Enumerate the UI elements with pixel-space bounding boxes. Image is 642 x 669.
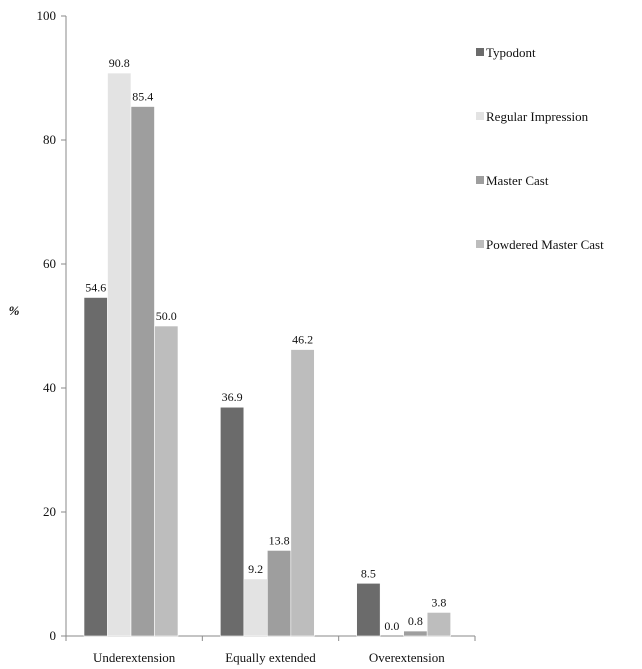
bar [220,406,245,637]
y-tick-label: 20 [43,504,56,519]
data-label: 36.9 [222,390,243,404]
x-category-label: Overextension [369,650,445,665]
bar [130,106,155,637]
legend-label: Master Cast [486,173,549,188]
y-tick-label: 60 [43,256,56,271]
data-label: 13.8 [269,533,290,547]
bar [356,582,381,637]
x-category-label: Equally extended [225,650,316,665]
legend-swatch [476,176,484,184]
bar [426,612,451,637]
plot-area: 0 20 40 60 80 100% 54.6 90.8 85.4 50.0 Underextens… [9,8,476,665]
bar [243,578,268,637]
y-tick-label: 80 [43,132,56,147]
data-label: 85.4 [132,90,153,104]
legend: Typodont Regular Impression Master Cast Pow… [476,45,604,252]
legend-label: Typodont [486,45,536,60]
legend-swatch [476,48,484,56]
bar [267,550,292,637]
legend-swatch [476,112,484,120]
data-label: 0.8 [408,614,423,628]
data-label: 90.8 [109,56,130,70]
data-label: 46.2 [292,333,313,347]
data-label: 3.8 [431,595,446,609]
data-label: 50.0 [156,309,177,323]
legend-label: Powdered Master Cast [486,237,604,252]
legend-swatch [476,240,484,248]
x-category-label: Underextension [93,650,176,665]
data-label: 0.0 [384,619,399,633]
legend-label: Regular Impression [486,109,589,124]
y-axis-label: % [9,303,20,318]
y-tick-label: 40 [43,380,56,395]
y-tick-label: 0 [50,628,57,643]
data-label: 9.2 [248,562,263,576]
bar [154,325,179,637]
data-label: 54.6 [85,280,106,294]
y-tick-label: 100 [37,8,57,23]
bar [403,630,428,637]
data-label: 8.5 [361,566,376,580]
bar [83,297,108,637]
bar [107,72,132,637]
bar [290,349,315,637]
